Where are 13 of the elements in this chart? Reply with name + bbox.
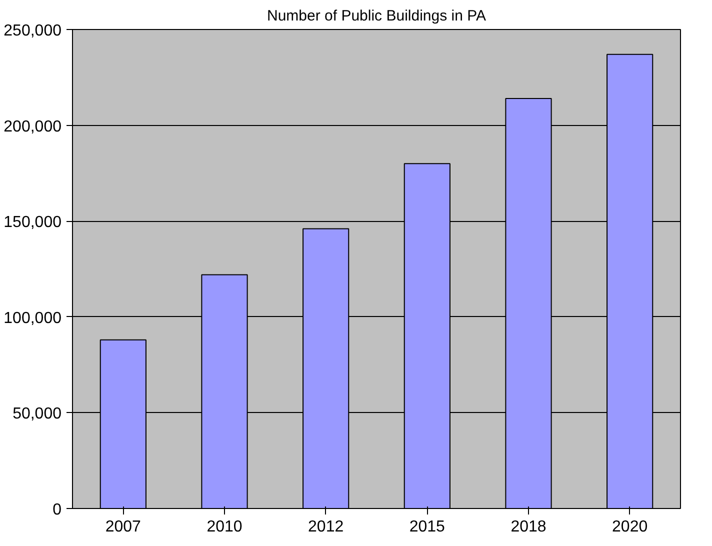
x-tick-label: 2018	[510, 518, 546, 536]
y-tick-label: 150,000	[4, 214, 62, 232]
x-tick-label: 2012	[308, 518, 344, 536]
x-tick-label: 2015	[409, 518, 446, 536]
x-tick-label: 2010	[206, 518, 242, 536]
x-tick-label: 2020	[612, 518, 648, 536]
chart-title: Number of Public Buildings in PA	[267, 8, 486, 24]
y-tick-label: 0	[52, 502, 62, 518]
y-tick-label: 250,000	[4, 22, 62, 40]
y-tick-label: 50,000	[12, 406, 62, 423]
y-tick-label: 200,000	[4, 118, 62, 136]
y-tick-label: 100,000	[4, 310, 62, 327]
x-tick-label: 2007	[105, 518, 142, 536]
